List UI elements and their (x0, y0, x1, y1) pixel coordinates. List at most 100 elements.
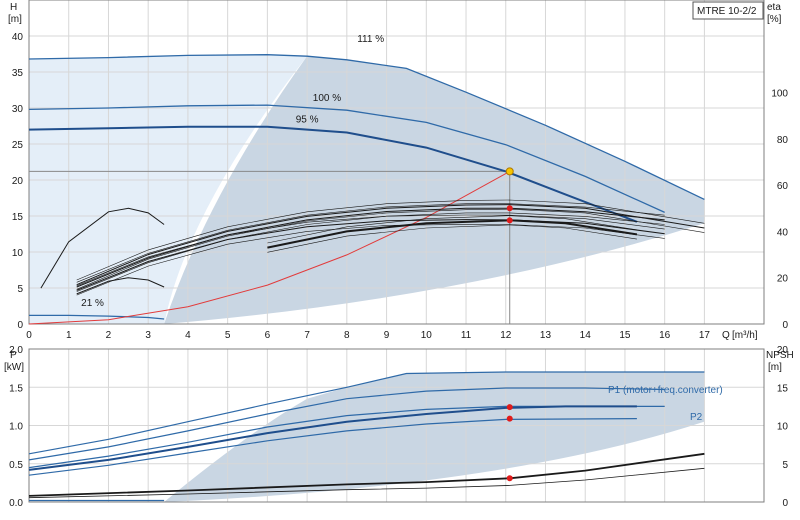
operating-range-fill (29, 54, 705, 324)
y2-tick-label: 15 (777, 383, 789, 394)
series-label-p1: P1 (motor+freq.converter) (608, 385, 723, 396)
efficiency-curve (76, 203, 665, 283)
x-tick-label: 13 (540, 330, 552, 341)
head-curve (29, 314, 165, 320)
x-tick-label: 4 (185, 330, 191, 341)
speed-labels: 111 % 100 % 95 % 21 % (81, 34, 384, 309)
npsh-curve (28, 452, 705, 497)
y-tick-label: 10 (12, 248, 24, 259)
y-axis-label-h: H (10, 2, 17, 13)
x-tick-label: 12 (500, 330, 512, 341)
y-tick-label: 5 (17, 284, 23, 295)
x-axis-unit-q: [m³/h] (732, 330, 758, 341)
x-tick-label: 1 (66, 330, 72, 341)
duty-point (505, 167, 514, 176)
y-tick-label: 25 (12, 140, 24, 151)
x-axis-label-q: Q (722, 330, 730, 341)
efficiency-curve (267, 219, 638, 249)
head-efficiency-panel: 0 1 2 3 4 5 6 7 8 9 10 11 12 13 14 15 16 1705101520253035… (8, 0, 788, 341)
x-tick-label: 8 (344, 330, 350, 341)
x-tick-label: 16 (659, 330, 671, 341)
efficiency-curve (76, 199, 705, 281)
speed-label: 100 % (313, 93, 341, 104)
tick-labels: 0 1 2 3 4 5 6 7 8 9 10 11 12 13 14 15 16 1705101520253035… (12, 32, 789, 341)
plot-frame (28, 0, 765, 325)
efficiency-curve-low-speed (76, 277, 165, 295)
y2-tick-label: 0 (782, 320, 788, 331)
y2-tick-label: 100 (771, 89, 788, 100)
y-tick-label: 30 (12, 104, 24, 115)
title-box (692, 1, 764, 20)
y2-axis-unit-eta: [%] (767, 14, 782, 25)
power-envelope (164, 372, 705, 502)
pump-model-title: MTRE 10-2/2 (697, 6, 757, 17)
x-tick-label: 6 (265, 330, 271, 341)
duty-point (506, 404, 513, 411)
y-tick-label: 15 (12, 212, 24, 223)
y-tick-label: 2.0 (9, 345, 23, 356)
duty-points (506, 404, 513, 482)
y2-tick-label: 0 (782, 498, 788, 509)
x-tick-label: 3 (145, 330, 151, 341)
plot-frame (28, 348, 765, 503)
y2-tick-label: 40 (777, 227, 789, 238)
y2-tick-label: 5 (782, 460, 788, 471)
efficiency-curve (76, 207, 665, 288)
y-axis-unit-p: [kW] (4, 362, 24, 373)
head-curve (28, 54, 705, 200)
x-tick-label: 0 (26, 330, 32, 341)
y2-axis-label-npsh: NPSH (766, 350, 794, 361)
x-tick-label: 9 (384, 330, 390, 341)
series-label-p2: P2 (690, 412, 703, 423)
y-tick-label: 1.5 (9, 383, 23, 394)
y2-tick-label: 80 (777, 135, 789, 146)
x-tick-label: 7 (304, 330, 310, 341)
x-tick-label: 5 (225, 330, 231, 341)
y-axis-label-p: P (10, 350, 17, 361)
y-tick-label: 0.0 (9, 498, 23, 509)
efficiency-curve (76, 223, 665, 296)
npsh-curve (28, 467, 705, 499)
light-envelope (29, 54, 308, 324)
y2-axis-unit-npsh: [m] (768, 362, 782, 373)
power-range-fill (164, 372, 705, 502)
x-tick-label: 14 (580, 330, 592, 341)
x-tick-label: 11 (461, 330, 472, 341)
x-tick-label: 15 (619, 330, 631, 341)
efficiency-curve (267, 215, 637, 244)
y2-axis-label-eta: eta (767, 2, 781, 13)
speed-label: 21 % (81, 298, 104, 309)
y-tick-label: 20 (12, 176, 24, 187)
power-curve (28, 418, 637, 476)
y-tick-label: 40 (12, 32, 24, 43)
duty-point (506, 415, 513, 422)
curves (28, 371, 705, 502)
efficiency-curve (267, 224, 637, 253)
operating-envelope (164, 56, 705, 324)
head-curve (28, 125, 638, 223)
power-curve (28, 387, 665, 461)
speed-label: 95 % (296, 114, 319, 125)
efficiency-curve (76, 212, 665, 292)
power-curve (28, 371, 705, 455)
speed-label: 111 % (357, 34, 384, 45)
y2-tick-label: 60 (777, 181, 789, 192)
y-tick-label: 0 (17, 320, 23, 331)
curves (28, 54, 705, 325)
x-tick-label: 2 (106, 330, 112, 341)
efficiency-curve-low-speed (40, 207, 165, 289)
efficiency-curve (76, 208, 705, 290)
y-tick-label: 35 (12, 68, 24, 79)
y-tick-label: 0.5 (9, 460, 23, 471)
duty-point (506, 205, 513, 212)
head-curve (28, 104, 665, 213)
y2-tick-label: 20 (777, 345, 789, 356)
system-curve (28, 170, 510, 325)
y2-tick-label: 20 (777, 274, 789, 285)
duty-point (506, 217, 513, 224)
duty-point (506, 475, 513, 482)
y2-tick-label: 10 (777, 422, 789, 433)
x-tick-label: 17 (699, 330, 711, 341)
